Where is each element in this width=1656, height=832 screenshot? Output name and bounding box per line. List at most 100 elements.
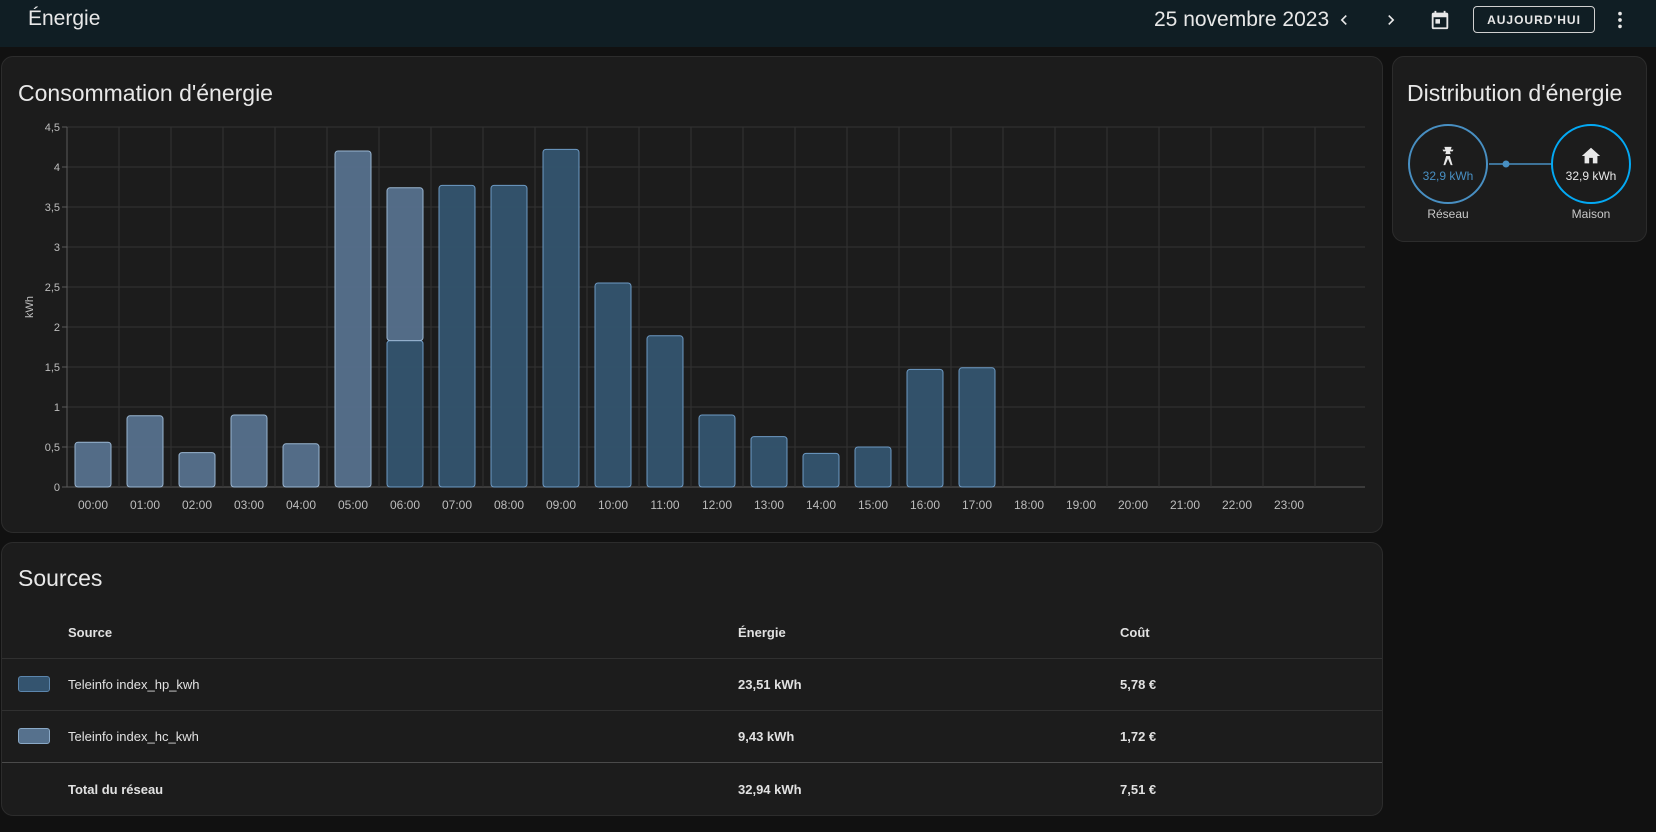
bar-hc xyxy=(386,187,424,342)
bar-hc xyxy=(230,414,268,488)
energy-usage-chart[interactable]: 0 0,5 1 1,5 2 2,5 3 3,5 4 4,5 kWh 00:00 01:00 02:00 03… xyxy=(2,57,1382,527)
bar-hc xyxy=(334,150,372,488)
grid-label: Réseau xyxy=(1427,207,1469,221)
x-tick-label: 11:00 xyxy=(650,498,679,512)
y-tick-label: 2 xyxy=(54,322,60,334)
source-name: Teleinfo index_hc_kwh xyxy=(68,729,199,744)
calendar-icon xyxy=(1431,10,1449,30)
x-tick-label: 02:00 xyxy=(182,498,212,512)
sources-table-card: Sources Source Énergie Coût Teleinfo ind… xyxy=(1,542,1383,816)
bar-hp xyxy=(386,340,424,488)
transmission-tower-icon xyxy=(1442,146,1454,166)
bar-hc xyxy=(126,415,164,488)
x-tick-label: 22:00 xyxy=(1222,498,1252,512)
total-label: Total du réseau xyxy=(68,782,164,797)
x-tick-label: 21:00 xyxy=(1170,498,1200,512)
x-tick-label: 01:00 xyxy=(130,498,160,512)
y-tick-label: 3 xyxy=(54,242,60,254)
x-tick-label: 14:00 xyxy=(806,498,836,512)
source-energy: 9,43 kWh xyxy=(738,729,795,744)
y-tick-label: 4,5 xyxy=(45,122,60,134)
x-tick-label: 07:00 xyxy=(442,498,472,512)
energy-distribution-card: Distribution d'énergie 32,9 kWh Réseau 3… xyxy=(1392,56,1647,242)
card-title: Sources xyxy=(18,565,103,591)
x-tick-label: 10:00 xyxy=(598,498,628,512)
y-tick-label: 1,5 xyxy=(45,362,60,374)
home-label: Maison xyxy=(1571,207,1611,221)
bar-hp xyxy=(854,446,892,488)
y-tick-label: 0 xyxy=(54,482,60,494)
chevron-left-icon xyxy=(1340,15,1347,25)
source-name: Teleinfo index_hp_kwh xyxy=(68,677,200,692)
x-tick-label: 15:00 xyxy=(858,498,888,512)
x-tick-label: 05:00 xyxy=(338,498,368,512)
page-title: Énergie xyxy=(28,7,101,30)
bar-hp xyxy=(438,184,476,488)
column-header-cost: Coût xyxy=(1120,625,1150,640)
color-swatch xyxy=(18,676,50,692)
more-options-button[interactable] xyxy=(1604,4,1636,36)
y-tick-label: 0,5 xyxy=(45,442,60,454)
x-tick-label: 00:00 xyxy=(78,498,108,512)
x-tick-label: 08:00 xyxy=(494,498,524,512)
flow-line xyxy=(1489,160,1553,168)
bar-hp xyxy=(698,414,736,488)
x-tick-label: 04:00 xyxy=(286,498,316,512)
color-swatch xyxy=(18,728,50,744)
bar-hp xyxy=(594,282,632,488)
x-tick-label: 20:00 xyxy=(1118,498,1148,512)
table-total-row: Total du réseau 32,94 kWh 7,51 € xyxy=(2,762,1382,814)
today-button[interactable]: AUJOURD'HUI xyxy=(1473,6,1595,33)
x-tick-label: 06:00 xyxy=(390,498,420,512)
y-axis-label: kWh xyxy=(24,296,36,318)
grid-node[interactable]: 32,9 kWh xyxy=(1408,124,1488,204)
home-value: 32,9 kWh xyxy=(1565,169,1617,183)
top-app-bar: Énergie 25 novembre 2023 AUJOURD'HUI xyxy=(0,0,1656,47)
column-header-energy: Énergie xyxy=(738,625,786,640)
x-tick-label: 16:00 xyxy=(910,498,940,512)
more-vertical-icon xyxy=(1618,11,1622,29)
next-day-button[interactable] xyxy=(1375,4,1407,36)
bar-hc xyxy=(74,441,112,488)
x-tick-label: 18:00 xyxy=(1014,498,1044,512)
x-tick-label: 09:00 xyxy=(546,498,576,512)
bar-hp xyxy=(646,335,684,488)
chevron-right-icon xyxy=(1388,15,1395,25)
bar-hp xyxy=(750,436,788,488)
x-tick-label: 19:00 xyxy=(1066,498,1096,512)
x-tick-label: 03:00 xyxy=(234,498,264,512)
y-tick-label: 4 xyxy=(54,162,60,174)
x-tick-label: 13:00 xyxy=(754,498,784,512)
source-energy: 23,51 kWh xyxy=(738,677,802,692)
bar-hp xyxy=(906,368,944,488)
bar-hp xyxy=(542,148,580,488)
x-tick-label: 12:00 xyxy=(702,498,732,512)
x-tick-label: 23:00 xyxy=(1274,498,1304,512)
home-node[interactable]: 32,9 kWh xyxy=(1551,124,1631,204)
home-icon xyxy=(1581,147,1601,164)
column-header-source: Source xyxy=(68,625,113,640)
bar-hp xyxy=(802,452,840,488)
source-cost: 5,78 € xyxy=(1120,677,1157,692)
bar-hp xyxy=(958,367,996,488)
total-cost: 7,51 € xyxy=(1120,782,1157,797)
grid-value: 32,9 kWh xyxy=(1422,169,1474,183)
y-tick-label: 1 xyxy=(54,402,60,414)
y-tick-label: 3,5 xyxy=(45,202,60,214)
table-row: Teleinfo index_hp_kwh 23,51 kWh 5,78 € xyxy=(2,658,1382,710)
bar-hc xyxy=(282,443,320,488)
previous-day-button[interactable] xyxy=(1328,4,1360,36)
calendar-button[interactable] xyxy=(1424,4,1456,36)
card-title: Distribution d'énergie xyxy=(1407,80,1623,106)
card-title: Consommation d'énergie xyxy=(18,80,273,106)
y-tick-label: 2,5 xyxy=(45,282,60,294)
table-row: Teleinfo index_hc_kwh 9,43 kWh 1,72 € xyxy=(2,710,1382,762)
total-energy: 32,94 kWh xyxy=(738,782,802,797)
x-tick-label: 17:00 xyxy=(962,498,992,512)
table-header: Source Énergie Coût xyxy=(2,607,1382,658)
energy-usage-card: Consommation d'énergie 0 0,5 1 1,5 2 2,5 3 3,5 4… xyxy=(1,56,1383,533)
bar-hp xyxy=(490,184,528,488)
date-label: 25 novembre 2023 xyxy=(1154,8,1330,31)
bar-hc xyxy=(178,452,216,488)
source-cost: 1,72 € xyxy=(1120,729,1157,744)
